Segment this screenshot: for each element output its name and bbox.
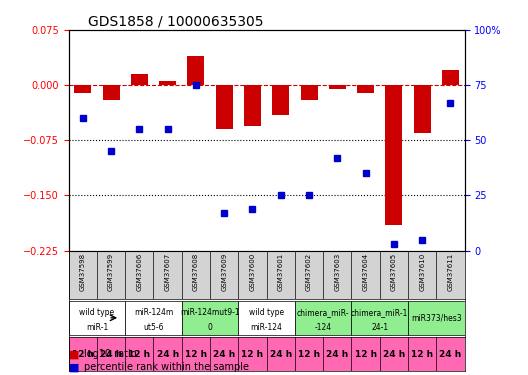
FancyBboxPatch shape xyxy=(125,301,182,335)
Text: -124: -124 xyxy=(315,323,332,332)
Text: GDS1858 / 10000635305: GDS1858 / 10000635305 xyxy=(89,15,264,29)
FancyBboxPatch shape xyxy=(295,301,352,335)
FancyBboxPatch shape xyxy=(352,301,408,335)
Text: GSM37601: GSM37601 xyxy=(278,253,284,291)
Text: wild type: wild type xyxy=(79,308,115,316)
FancyBboxPatch shape xyxy=(238,301,295,335)
Text: GSM37609: GSM37609 xyxy=(221,253,227,291)
Text: ■: ■ xyxy=(69,363,79,372)
Bar xyxy=(357,85,374,93)
Bar xyxy=(74,85,91,93)
Text: chimera_miR-: chimera_miR- xyxy=(297,308,350,316)
Text: GSM37606: GSM37606 xyxy=(136,253,143,291)
Text: 12 h: 12 h xyxy=(241,350,263,358)
Text: GSM37610: GSM37610 xyxy=(419,253,425,291)
Text: GSM37608: GSM37608 xyxy=(193,253,199,291)
Text: GSM37604: GSM37604 xyxy=(363,253,369,291)
Text: log10 ratio: log10 ratio xyxy=(84,350,137,359)
Text: GSM37599: GSM37599 xyxy=(108,253,114,291)
Text: GSM37600: GSM37600 xyxy=(250,253,256,291)
Text: 12 h: 12 h xyxy=(185,350,207,358)
Text: 24 h: 24 h xyxy=(156,350,179,358)
Text: 12 h: 12 h xyxy=(128,350,150,358)
Text: 12 h: 12 h xyxy=(355,350,376,358)
Text: 12 h: 12 h xyxy=(72,350,94,358)
Bar xyxy=(159,81,176,85)
Text: miR-1: miR-1 xyxy=(86,323,108,332)
Bar xyxy=(102,85,119,100)
Text: 24 h: 24 h xyxy=(100,350,122,358)
Text: GSM37602: GSM37602 xyxy=(306,253,312,291)
Text: GSM37603: GSM37603 xyxy=(334,253,341,291)
Text: 24 h: 24 h xyxy=(326,350,348,358)
FancyBboxPatch shape xyxy=(182,301,238,335)
FancyBboxPatch shape xyxy=(408,301,465,335)
Text: GSM37611: GSM37611 xyxy=(448,253,454,291)
Text: ■: ■ xyxy=(69,350,79,359)
Text: GSM37598: GSM37598 xyxy=(80,253,86,291)
Bar xyxy=(244,85,261,126)
Text: 12 h: 12 h xyxy=(298,350,320,358)
Text: miR-124m: miR-124m xyxy=(134,308,173,316)
Text: 24 h: 24 h xyxy=(270,350,292,358)
Text: 24 h: 24 h xyxy=(383,350,405,358)
Bar xyxy=(414,85,431,133)
Bar xyxy=(300,85,317,100)
Text: chimera_miR-1: chimera_miR-1 xyxy=(351,308,409,316)
Bar xyxy=(385,85,402,225)
Text: 24 h: 24 h xyxy=(439,350,461,358)
Text: GSM37607: GSM37607 xyxy=(165,253,171,291)
Text: miR-124mut9-1: miR-124mut9-1 xyxy=(180,308,240,316)
Bar xyxy=(216,85,233,129)
Text: wild type: wild type xyxy=(249,308,284,316)
Bar xyxy=(187,56,204,85)
Text: miR373/hes3: miR373/hes3 xyxy=(411,314,461,322)
Bar xyxy=(131,74,148,85)
Text: 24-1: 24-1 xyxy=(371,323,389,332)
FancyBboxPatch shape xyxy=(69,301,125,335)
Bar xyxy=(272,85,289,115)
Text: ut5-6: ut5-6 xyxy=(143,323,164,332)
Text: 0: 0 xyxy=(208,323,212,332)
Bar xyxy=(442,70,459,85)
Text: 24 h: 24 h xyxy=(213,350,235,358)
Text: 12 h: 12 h xyxy=(411,350,433,358)
Bar xyxy=(329,85,346,89)
Text: percentile rank within the sample: percentile rank within the sample xyxy=(84,363,250,372)
Text: miR-124: miR-124 xyxy=(251,323,282,332)
Text: GSM37605: GSM37605 xyxy=(391,253,397,291)
